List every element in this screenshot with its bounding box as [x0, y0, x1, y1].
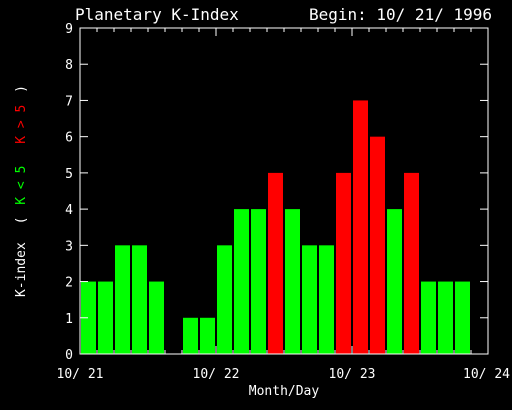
bar-0	[81, 281, 96, 354]
bar-series	[81, 100, 470, 354]
chart-title: Planetary K-Index	[75, 5, 239, 24]
bar-12	[285, 209, 300, 354]
y-tick-label-6: 6	[65, 131, 73, 146]
y-tick-label-5: 5	[65, 167, 73, 182]
bar-1	[98, 281, 113, 354]
y-axis-label: K-index ( K < 5 K > 5 )	[14, 85, 29, 297]
y-tick-label-4: 4	[65, 203, 73, 218]
bar-6	[183, 317, 198, 354]
bar-18	[387, 209, 402, 354]
y-tick-label-8: 8	[65, 58, 73, 73]
x-tick-label-2: 10/ 23	[329, 367, 376, 382]
bar-21	[438, 281, 453, 354]
bar-15	[336, 172, 351, 354]
y-tick-label-2: 2	[65, 276, 73, 291]
x-tick-label-3: 10/ 24	[463, 367, 510, 382]
x-tick-label-1: 10/ 22	[193, 367, 240, 382]
y-tick-label-0: 0	[65, 348, 73, 363]
bar-10	[251, 209, 266, 354]
y-axis-label-green: K < 5	[14, 166, 29, 205]
bar-14	[319, 245, 334, 354]
x-tick-label-0: 10/ 21	[57, 367, 104, 382]
y-tick-label-9: 9	[65, 22, 73, 37]
x-axis: 10/ 21 10/ 22 10/ 23 10/ 24	[57, 28, 510, 382]
bar-11	[268, 172, 283, 354]
bar-19	[404, 172, 419, 354]
y-tick-label-1: 1	[65, 312, 73, 327]
y-axis-label-open: (	[14, 217, 29, 225]
bar-20	[421, 281, 436, 354]
bar-22	[455, 281, 470, 354]
bar-17	[370, 136, 385, 354]
x-axis-label: Month/Day	[249, 384, 320, 399]
y-axis-label-prefix: K-index	[14, 242, 29, 297]
bar-16	[353, 100, 368, 354]
y-tick-label-7: 7	[65, 94, 73, 109]
y-tick-label-3: 3	[65, 239, 73, 254]
bar-13	[302, 245, 317, 354]
bar-8	[217, 245, 232, 354]
y-axis-label-red: K > 5	[14, 105, 29, 144]
bar-2	[115, 245, 130, 354]
bar-9	[234, 209, 249, 354]
bar-4	[149, 281, 164, 354]
bar-3	[132, 245, 147, 354]
y-axis: 0 1 2 3 4 5 6 7 8 9	[65, 22, 488, 363]
bar-7	[200, 317, 215, 354]
chart-subtitle: Begin: 10/ 21/ 1996	[309, 5, 492, 24]
y-axis-label-close: )	[14, 85, 29, 93]
